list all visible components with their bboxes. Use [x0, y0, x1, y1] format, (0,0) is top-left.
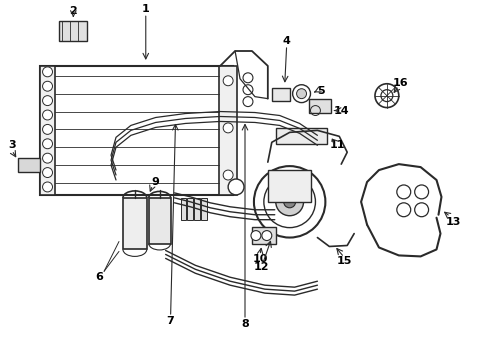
Circle shape — [397, 185, 411, 199]
Bar — [123, 198, 147, 249]
Text: 10: 10 — [252, 255, 268, 264]
Text: 8: 8 — [241, 319, 249, 329]
Text: 4: 4 — [283, 36, 291, 46]
Bar — [268, 170, 312, 202]
Circle shape — [223, 170, 233, 180]
Circle shape — [251, 231, 261, 240]
Bar — [188, 198, 194, 220]
Circle shape — [276, 188, 303, 216]
Bar — [40, 66, 233, 195]
Bar — [272, 88, 290, 100]
Circle shape — [415, 185, 429, 199]
Bar — [201, 198, 207, 220]
Circle shape — [43, 110, 52, 120]
Circle shape — [223, 76, 233, 86]
Bar — [59, 21, 87, 41]
Text: 14: 14 — [333, 105, 349, 116]
Text: 16: 16 — [393, 78, 409, 88]
Circle shape — [284, 196, 295, 208]
Circle shape — [381, 90, 393, 102]
Text: 1: 1 — [142, 4, 149, 14]
Circle shape — [296, 89, 307, 99]
Bar — [195, 198, 200, 220]
Text: 6: 6 — [95, 272, 103, 282]
Circle shape — [254, 166, 325, 238]
Bar — [310, 99, 331, 113]
Bar — [276, 129, 327, 144]
Circle shape — [223, 123, 233, 133]
Circle shape — [43, 67, 52, 77]
Circle shape — [293, 85, 311, 103]
Circle shape — [375, 84, 399, 108]
Bar — [180, 198, 187, 220]
Text: 9: 9 — [152, 177, 160, 187]
Bar — [18, 158, 40, 172]
Circle shape — [228, 179, 244, 195]
Bar — [252, 227, 276, 244]
Text: 7: 7 — [167, 316, 174, 326]
Text: 5: 5 — [318, 86, 325, 96]
Text: 13: 13 — [446, 217, 461, 227]
Circle shape — [43, 168, 52, 177]
Circle shape — [264, 176, 316, 228]
Text: 15: 15 — [337, 256, 352, 266]
Circle shape — [43, 139, 52, 149]
Bar — [149, 198, 171, 243]
Circle shape — [43, 182, 52, 192]
Circle shape — [397, 203, 411, 217]
Text: 2: 2 — [70, 6, 77, 16]
Text: 3: 3 — [8, 140, 16, 150]
Circle shape — [43, 125, 52, 134]
Circle shape — [43, 81, 52, 91]
Bar — [40, 66, 55, 195]
Circle shape — [415, 203, 429, 217]
Text: 11: 11 — [330, 140, 345, 150]
Bar — [219, 66, 237, 195]
Circle shape — [262, 231, 272, 240]
Circle shape — [43, 153, 52, 163]
Text: 12: 12 — [254, 262, 270, 272]
Circle shape — [43, 96, 52, 105]
